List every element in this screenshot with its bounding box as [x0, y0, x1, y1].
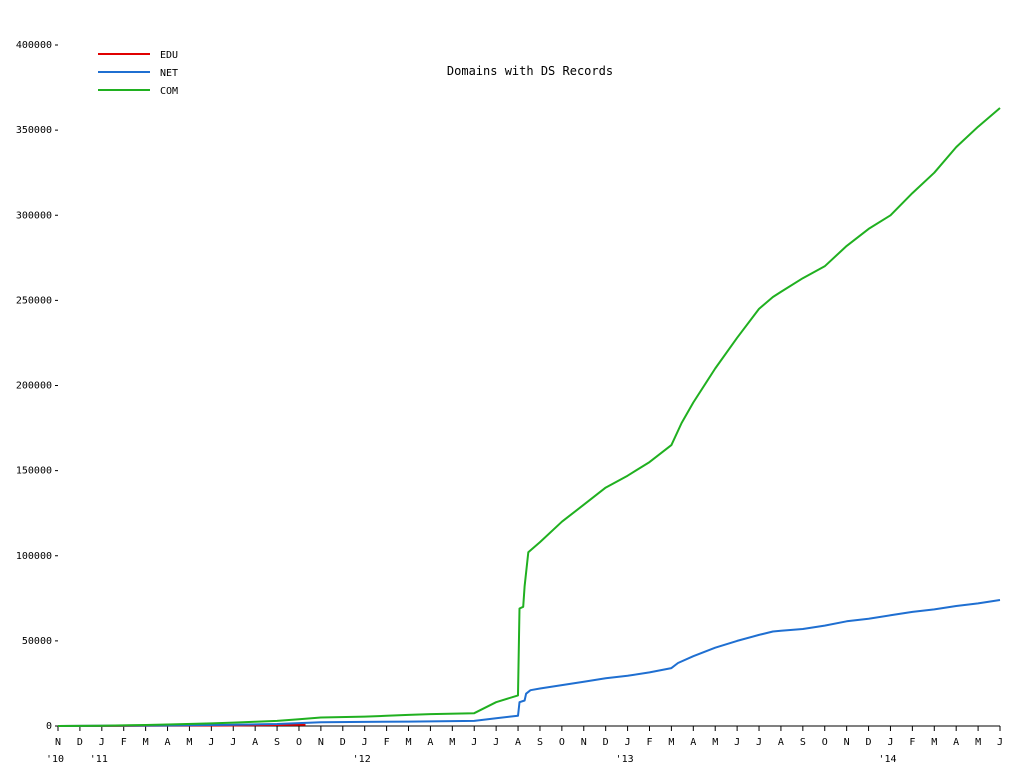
x-tick-month-label: J	[208, 737, 214, 748]
x-tick-month-label: J	[230, 737, 236, 748]
x-tick-month-label: N	[318, 737, 324, 748]
x-tick-month-label: M	[449, 737, 455, 748]
x-tick-month-label: N	[581, 737, 587, 748]
x-tick-month-label: O	[559, 737, 565, 748]
x-tick-month-label: N	[55, 737, 61, 748]
x-tick-month-label: J	[362, 737, 368, 748]
x-tick-month-label: A	[690, 737, 696, 748]
x-tick-month-label: J	[734, 737, 740, 748]
legend-label-edu: EDU	[160, 50, 178, 61]
x-tick-month-label: M	[186, 737, 192, 748]
x-tick-month-label: S	[274, 737, 280, 748]
x-tick-month-label: D	[603, 737, 609, 748]
y-tick-label: 0	[46, 721, 52, 732]
x-tick-month-label: S	[800, 737, 806, 748]
y-tick-label: 400000	[16, 40, 52, 51]
y-tick-label: 150000	[16, 466, 52, 477]
x-tick-month-label: J	[625, 737, 631, 748]
x-tick-month-label: A	[778, 737, 784, 748]
y-tick-label: 350000	[16, 125, 52, 136]
legend-label-net: NET	[160, 68, 178, 79]
x-tick-month-label: M	[712, 737, 718, 748]
x-tick-month-label: F	[909, 737, 915, 748]
x-tick-month-label: F	[384, 737, 390, 748]
x-tick-month-label: M	[405, 737, 411, 748]
x-tick-month-label: O	[296, 737, 302, 748]
x-tick-month-label: D	[866, 737, 872, 748]
chart-title: Domains with DS Records	[447, 64, 613, 78]
x-tick-month-label: M	[143, 737, 149, 748]
y-tick-label: 100000	[16, 551, 52, 562]
x-tick-month-label: A	[252, 737, 258, 748]
x-axis-ticks: N '10 D J '11 F M A M J J A S O N D J '12 F M A M J J A S O N D J '13 F…	[46, 726, 1003, 765]
x-tick-month-label: J	[471, 737, 477, 748]
y-tick-label: 50000	[22, 636, 52, 647]
x-tick-year-label: '10	[46, 754, 64, 765]
x-tick-month-label: J	[756, 737, 762, 748]
x-tick-month-label: A	[953, 737, 959, 748]
x-tick-year-label: '12	[353, 754, 371, 765]
x-tick-month-label: S	[537, 737, 543, 748]
x-tick-month-label: O	[822, 737, 828, 748]
x-tick-year-label: '11	[90, 754, 108, 765]
x-tick-month-label: A	[515, 737, 521, 748]
y-axis-ticks: 0 50000 100000 150000 200000 250000 300000 3500…	[16, 40, 58, 732]
x-tick-month-label: J	[99, 737, 105, 748]
y-tick-label: 250000	[16, 295, 52, 306]
x-tick-month-label: J	[997, 737, 1003, 748]
x-tick-month-label: D	[340, 737, 346, 748]
x-tick-year-label: '13	[616, 754, 634, 765]
series-lines	[57, 107, 1001, 727]
y-tick-label: 200000	[16, 381, 52, 392]
x-tick-month-label: A	[427, 737, 433, 748]
series-line-com	[57, 107, 1001, 727]
x-tick-month-label: A	[165, 737, 171, 748]
x-tick-month-label: M	[975, 737, 981, 748]
legend: EDU NET COM	[98, 50, 178, 97]
y-tick-label: 300000	[16, 210, 52, 221]
x-tick-month-label: F	[121, 737, 127, 748]
x-tick-month-label: J	[493, 737, 499, 748]
x-tick-month-label: F	[646, 737, 652, 748]
x-tick-month-label: N	[844, 737, 850, 748]
x-tick-year-label: '14	[878, 754, 896, 765]
legend-label-com: COM	[160, 86, 178, 97]
x-tick-month-label: D	[77, 737, 83, 748]
x-tick-month-label: M	[931, 737, 937, 748]
x-tick-month-label: J	[887, 737, 893, 748]
x-tick-month-label: M	[668, 737, 674, 748]
series-line-net	[57, 599, 1001, 727]
